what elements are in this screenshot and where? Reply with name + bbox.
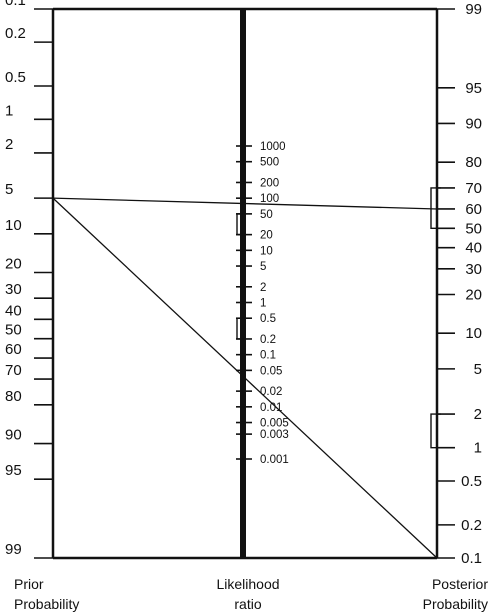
range-brackets <box>236 187 441 449</box>
likelihood-tick-label-0p01: 0.01 <box>260 402 282 414</box>
likelihood-tick-label-0p1: 0.1 <box>260 350 276 362</box>
likelihood-caption-line1: Likelihood <box>216 576 279 592</box>
likelihood-caption-line2: ratio <box>234 596 261 612</box>
posterior-tick-label-60: 60 <box>465 201 482 218</box>
likelihood-tick-label-2: 2 <box>260 282 266 294</box>
likelihood-range-bracket-1 <box>236 213 243 236</box>
likelihood-tick-label-100: 100 <box>260 193 279 205</box>
posterior-tick-label-0p1: 0.1 <box>461 550 482 567</box>
posterior-caption-line1: Posterior <box>432 576 488 592</box>
prior-tick-label-50: 50 <box>5 322 22 339</box>
prior-caption-line1: Prior <box>14 576 44 592</box>
prior-tick-label-0p1: 0.1 <box>5 0 26 9</box>
likelihood-axis-ticks: 1000 500 200 100 50 20 10 5 2 1 0.5 0.2 0.1 0.05 0.02 0… <box>236 141 289 466</box>
prior-tick-label-95: 95 <box>5 462 22 479</box>
likelihood-tick-label-0p003: 0.003 <box>260 429 289 441</box>
posterior-tick-label-5: 5 <box>474 361 482 378</box>
prior-tick-label-80: 80 <box>5 388 22 405</box>
likelihood-tick-label-0p02: 0.02 <box>260 386 282 398</box>
prior-tick-label-20: 20 <box>5 255 22 272</box>
likelihood-tick-label-0p001: 0.001 <box>260 454 289 466</box>
posterior-tick-label-20: 20 <box>465 287 482 304</box>
posterior-caption-line2: Probability <box>423 596 488 612</box>
posterior-tick-label-90: 90 <box>465 115 482 132</box>
likelihood-range-bracket-2 <box>236 317 243 340</box>
posterior-tick-label-2: 2 <box>474 406 482 423</box>
prior-caption-line2: Probability <box>14 596 79 612</box>
prior-tick-label-1: 1 <box>5 102 13 119</box>
likelihood-tick-label-50: 50 <box>260 209 273 221</box>
prior-tick-label-60: 60 <box>5 341 22 358</box>
nomogram-line-1 <box>52 197 438 210</box>
posterior-tick-label-0p2: 0.2 <box>461 517 482 534</box>
posterior-tick-label-1: 1 <box>474 440 482 457</box>
likelihood-tick-label-1: 1 <box>260 298 266 310</box>
posterior-tick-label-0p5: 0.5 <box>461 473 482 490</box>
posterior-tick-label-99: 99 <box>465 1 482 18</box>
posterior-range-bracket-4 <box>430 413 441 449</box>
prior-tick-label-99: 99 <box>5 541 22 558</box>
prior-axis-ticks: 0.1 0.2 0.5 1 2 5 10 20 30 40 50 60 70 80 90 95 99 <box>5 0 53 559</box>
likelihood-tick-label-1000: 1000 <box>260 141 286 153</box>
likelihood-tick-label-0p5: 0.5 <box>260 313 276 325</box>
prior-tick-label-0p2: 0.2 <box>5 25 26 42</box>
likelihood-tick-label-0p05: 0.05 <box>260 365 282 377</box>
posterior-tick-label-95: 95 <box>465 80 482 97</box>
prior-tick-label-2: 2 <box>5 136 13 153</box>
posterior-axis-ticks: 99 95 90 80 70 60 50 40 30 20 10 5 2 1 0.5 0.2 0.1 <box>437 1 482 567</box>
nomogram-frame <box>51 7 439 560</box>
likelihood-tick-label-10: 10 <box>260 245 273 257</box>
posterior-tick-label-70: 70 <box>465 180 482 197</box>
prior-tick-label-30: 30 <box>5 281 22 298</box>
posterior-tick-label-40: 40 <box>465 240 482 257</box>
likelihood-tick-label-500: 500 <box>260 157 279 169</box>
posterior-range-bracket-3 <box>430 187 441 230</box>
prior-tick-label-90: 90 <box>5 427 22 444</box>
posterior-tick-label-50: 50 <box>465 220 482 237</box>
likelihood-tick-label-0p2: 0.2 <box>260 334 276 346</box>
posterior-tick-label-10: 10 <box>465 325 482 342</box>
likelihood-tick-label-200: 200 <box>260 177 279 189</box>
likelihood-tick-label-0p005: 0.005 <box>260 418 289 430</box>
prior-tick-label-40: 40 <box>5 302 22 319</box>
likelihood-tick-label-5: 5 <box>260 261 266 273</box>
prior-tick-label-5: 5 <box>5 181 13 198</box>
posterior-tick-label-30: 30 <box>465 261 482 278</box>
prior-tick-label-0p5: 0.5 <box>5 69 26 86</box>
prior-tick-label-70: 70 <box>5 362 22 379</box>
posterior-tick-label-80: 80 <box>465 154 482 171</box>
likelihood-tick-label-20: 20 <box>260 230 273 242</box>
prior-tick-label-10: 10 <box>5 217 22 234</box>
nomogram-lines <box>52 197 438 559</box>
nomogram-line-2 <box>52 197 438 559</box>
